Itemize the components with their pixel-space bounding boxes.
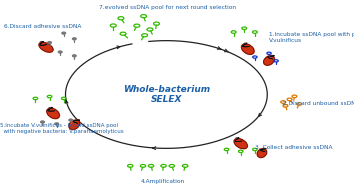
Circle shape xyxy=(55,123,58,125)
Text: 5.Incubate V.vulnificus - bound ssDNA pool
  with negative bacteria: V.parahaemo: 5.Incubate V.vulnificus - bound ssDNA po… xyxy=(0,123,124,134)
Circle shape xyxy=(41,121,44,123)
Ellipse shape xyxy=(47,108,59,119)
Text: 7.evolved ssDNA pool for next round selection: 7.evolved ssDNA pool for next round sele… xyxy=(99,5,236,10)
Ellipse shape xyxy=(241,44,254,54)
Circle shape xyxy=(48,42,51,43)
Text: Whole-bacterium
SELEX: Whole-bacterium SELEX xyxy=(123,85,210,104)
Ellipse shape xyxy=(234,139,247,149)
Text: 4.Amplification: 4.Amplification xyxy=(141,179,185,184)
Ellipse shape xyxy=(39,42,53,52)
Text: 2.Discard unbound ssDNA: 2.Discard unbound ssDNA xyxy=(283,101,354,106)
Circle shape xyxy=(58,51,62,53)
Text: 6.Discard adhesive ssDNA: 6.Discard adhesive ssDNA xyxy=(4,24,81,29)
Ellipse shape xyxy=(257,149,267,158)
Ellipse shape xyxy=(69,120,80,129)
Circle shape xyxy=(73,55,76,57)
Text: 1.Incubate ssDNA pool with positive bacteria:
V.vulnificus: 1.Incubate ssDNA pool with positive bact… xyxy=(269,32,354,43)
Circle shape xyxy=(69,119,73,121)
Text: 3. Collect adhesive ssDNA: 3. Collect adhesive ssDNA xyxy=(255,145,332,150)
Ellipse shape xyxy=(264,56,274,65)
Circle shape xyxy=(73,38,76,40)
Circle shape xyxy=(62,32,65,34)
